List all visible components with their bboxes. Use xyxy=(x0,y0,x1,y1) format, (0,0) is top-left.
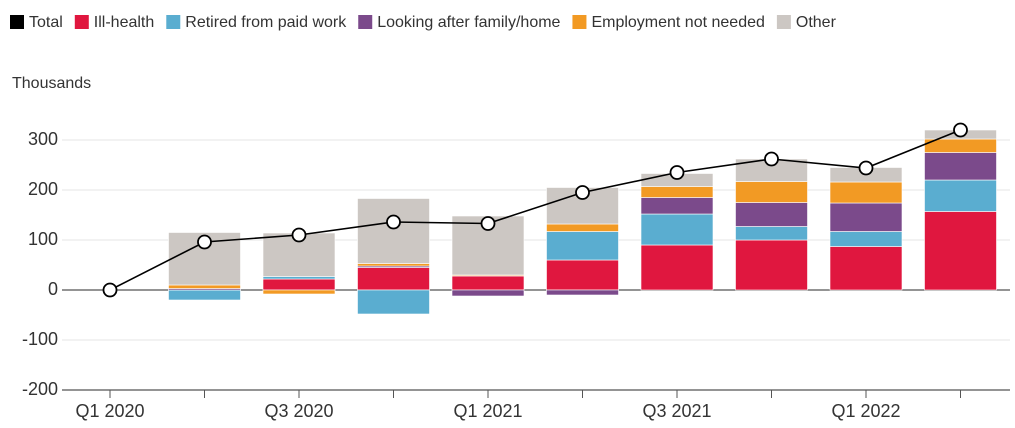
bar-segment xyxy=(735,181,808,203)
x-tick-label: Q3 2021 xyxy=(642,401,711,421)
legend-label: Total xyxy=(29,14,63,31)
bar-segment xyxy=(262,278,336,291)
x-tick-label: Q3 2020 xyxy=(264,401,333,421)
bar-segment xyxy=(924,179,997,212)
bar-segment xyxy=(735,239,808,291)
total-point xyxy=(197,234,212,250)
bar-segment xyxy=(451,275,525,291)
total-point xyxy=(575,185,590,200)
bar-segment xyxy=(546,289,619,296)
legend-label: Retired from paid work xyxy=(185,14,347,31)
legend-swatch xyxy=(10,15,24,29)
legend-swatch xyxy=(166,15,181,29)
bar-segment xyxy=(829,202,903,232)
bar-segment xyxy=(357,267,430,291)
y-tick-label: 100 xyxy=(28,229,58,249)
bar-segment xyxy=(924,211,997,291)
x-tick-label: Q1 2021 xyxy=(453,401,522,421)
bar-segment xyxy=(640,186,714,198)
total-point xyxy=(386,214,401,230)
total-line xyxy=(109,129,961,291)
bar-segment xyxy=(829,231,903,247)
total-point xyxy=(764,151,779,167)
bar-segment xyxy=(829,246,903,291)
bar-segment xyxy=(735,226,808,241)
bar-segment xyxy=(451,289,525,297)
x-tick-label: Q1 2022 xyxy=(831,401,900,421)
bar-segment xyxy=(357,263,430,267)
legend-label: Ill-health xyxy=(94,14,154,31)
y-tick-label: -200 xyxy=(22,379,58,399)
bar-segment xyxy=(924,138,997,153)
bar-segment xyxy=(546,231,619,261)
bar-segment xyxy=(640,213,714,246)
bar-segment xyxy=(357,198,430,264)
legend-label: Other xyxy=(796,14,837,31)
legend-swatch xyxy=(776,15,791,29)
bar-segment xyxy=(640,197,714,215)
y-axis-label: Thousands xyxy=(12,75,91,92)
total-point xyxy=(953,122,968,138)
y-tick-label: 0 xyxy=(48,279,58,299)
bar-segment xyxy=(262,289,336,295)
bar-segment xyxy=(168,232,241,286)
legend-swatch xyxy=(572,15,587,29)
total-point xyxy=(480,216,496,231)
bar-segment xyxy=(829,181,903,204)
y-tick-label: 200 xyxy=(28,179,58,199)
y-tick-label: 300 xyxy=(28,129,58,149)
legend-label: Employment not needed xyxy=(591,14,764,31)
x-tick-label: Q1 2020 xyxy=(75,401,144,421)
total-point xyxy=(669,165,685,180)
bar-segment xyxy=(168,284,241,289)
bar-segment xyxy=(357,289,430,315)
total-point xyxy=(858,160,874,176)
bar-segment xyxy=(546,259,619,291)
bar-segment xyxy=(168,289,241,301)
total-point xyxy=(291,227,307,243)
total-point xyxy=(102,282,118,298)
bar-segment xyxy=(546,223,619,232)
y-tick-label: -100 xyxy=(22,329,58,349)
legend-swatch xyxy=(358,15,373,29)
bar-segment xyxy=(640,244,714,291)
legend-label: Looking after family/home xyxy=(377,14,560,31)
bar-segment xyxy=(262,276,336,280)
legend-swatch xyxy=(74,15,89,29)
bar-segment xyxy=(924,152,997,181)
bar-segment xyxy=(735,202,808,227)
